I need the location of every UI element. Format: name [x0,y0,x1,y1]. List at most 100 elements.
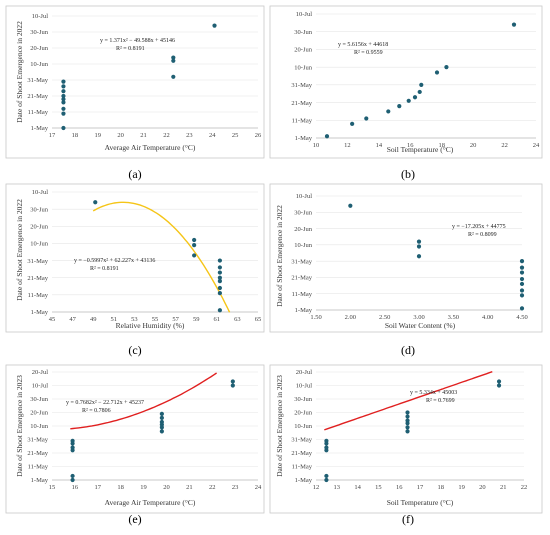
x-tick-label: 45 [49,316,56,323]
data-point [519,265,525,270]
panel-b: 1-May 11-May 21-May 31-May 10-Jun 20-Jun 30-Ju… [269,5,543,181]
data-point [192,237,197,243]
data-point [496,383,502,388]
data-point [70,477,75,483]
panel-frame [5,364,265,514]
data-point [93,200,98,205]
x-tick-label: 19 [95,132,102,139]
y-tick-label: 10-Jun [294,242,312,249]
x-tick-label: 12 [313,484,320,491]
panel-frame [269,183,543,333]
y-tick-label: 21-May [27,450,48,457]
y-tick-label: 30-Jun [30,206,48,213]
x-tick-label: 19 [458,484,465,491]
data-point [61,100,66,105]
y-tick-label: 10-Jun [30,423,48,430]
panel-f: 1-May 11-May 21-May 31-May 10-Jun 20-Jun 30-Ju… [269,364,543,526]
panel-label: (c) [128,343,141,357]
data-point [324,473,329,479]
x-tick-label: 18 [72,132,79,139]
y-tick-label: 20-Jun [30,410,48,417]
y-tick-label: 20-Jun [30,45,48,52]
data-point [217,265,222,270]
x-axis-label: Soil Temperature (°C) [387,498,454,507]
data-point [171,74,176,79]
y-tick-label: 30-Jun [294,209,312,216]
r-squared: R² = 0.8191 [116,46,145,52]
panel-frame [269,364,543,514]
data-point [519,288,525,293]
data-point [519,306,525,311]
y-tick-label: 10-Jul [296,11,312,18]
x-tick-label: 16 [407,142,414,149]
x-tick-label: 19 [140,484,147,491]
x-tick-label: 14 [376,142,383,149]
panel-a: 1-May 11-May 21-May 31-May 10-Jun 20-Jun 30-Ju… [5,5,265,181]
x-tick-label: 3.50 [448,314,459,321]
y-tick-label: 10-Jul [296,383,312,390]
y-tick-label: 21-May [291,450,312,457]
y-tick-label: 1-May [31,309,49,316]
panel-c: 1-May 11-May 21-May 31-May 10-Jun 20-Jun 30-Ju… [5,183,265,357]
data-point [217,270,222,275]
trendline [92,201,231,313]
x-tick-label: 14 [354,484,361,491]
y-tick-label: 21-May [291,275,312,282]
data-point [405,429,410,434]
x-tick-label: 55 [152,316,159,323]
data-point [217,279,222,284]
y-tick-label: 30-Jun [294,29,312,36]
y-axis-label: Date of Shoot Emergence in 2023 [15,375,24,477]
x-tick-label: 2.00 [345,314,356,321]
data-point [61,84,66,89]
x-tick-label: 22 [163,132,170,139]
data-point [405,410,410,415]
y-tick-label: 10-Jun [30,61,48,68]
y-axis-label: Date of Shoot Emergence in 2022 [15,199,24,301]
r-squared: R² = 0.7806 [82,408,111,414]
data-point [511,22,517,27]
data-point [159,411,164,416]
r-squared: R² = 0.9559 [354,50,383,56]
data-point [405,414,410,419]
trend-equation: y = 5.334x + 45003 [410,390,457,396]
x-tick-label: 26 [255,132,262,139]
y-tick-label: 11-May [28,292,49,299]
data-point [212,23,217,28]
data-point [217,275,222,280]
y-tick-label: 1-May [31,477,49,484]
x-tick-label: 53 [131,316,138,323]
x-tick-label: 24 [209,132,216,139]
y-axis-label: Date of Shoot Emergence in 2022 [15,21,24,123]
y-tick-label: 10-Jul [32,13,48,20]
data-point [397,104,402,109]
x-tick-label: 20 [470,142,477,149]
y-tick-label: 11-May [28,109,49,116]
data-point [519,281,525,287]
x-tick-label: 17 [49,132,56,139]
x-axis-label: Soil Temperature (°C) [387,145,454,154]
data-point [70,473,75,479]
data-point [159,419,164,425]
x-tick-label: 25 [232,132,239,139]
y-tick-label: 31-May [27,77,48,84]
x-tick-label: 61 [214,316,221,323]
x-tick-label: 20 [163,484,170,491]
x-tick-label: 24 [255,484,262,491]
x-tick-label: 59 [193,316,200,323]
panel-frame [5,183,265,333]
r-squared: R² = 0.8099 [468,232,497,238]
y-tick-label: 11-May [292,291,313,298]
data-point [171,58,176,63]
panel-label: (f) [402,512,414,526]
data-point [416,239,422,244]
trendline [324,371,493,431]
data-point [61,106,66,111]
x-tick-label: 2.50 [379,314,390,321]
x-tick-label: 17 [95,484,102,491]
data-point [70,438,75,443]
data-point [61,89,66,94]
data-point [496,379,502,384]
panel-label: (d) [401,343,415,357]
